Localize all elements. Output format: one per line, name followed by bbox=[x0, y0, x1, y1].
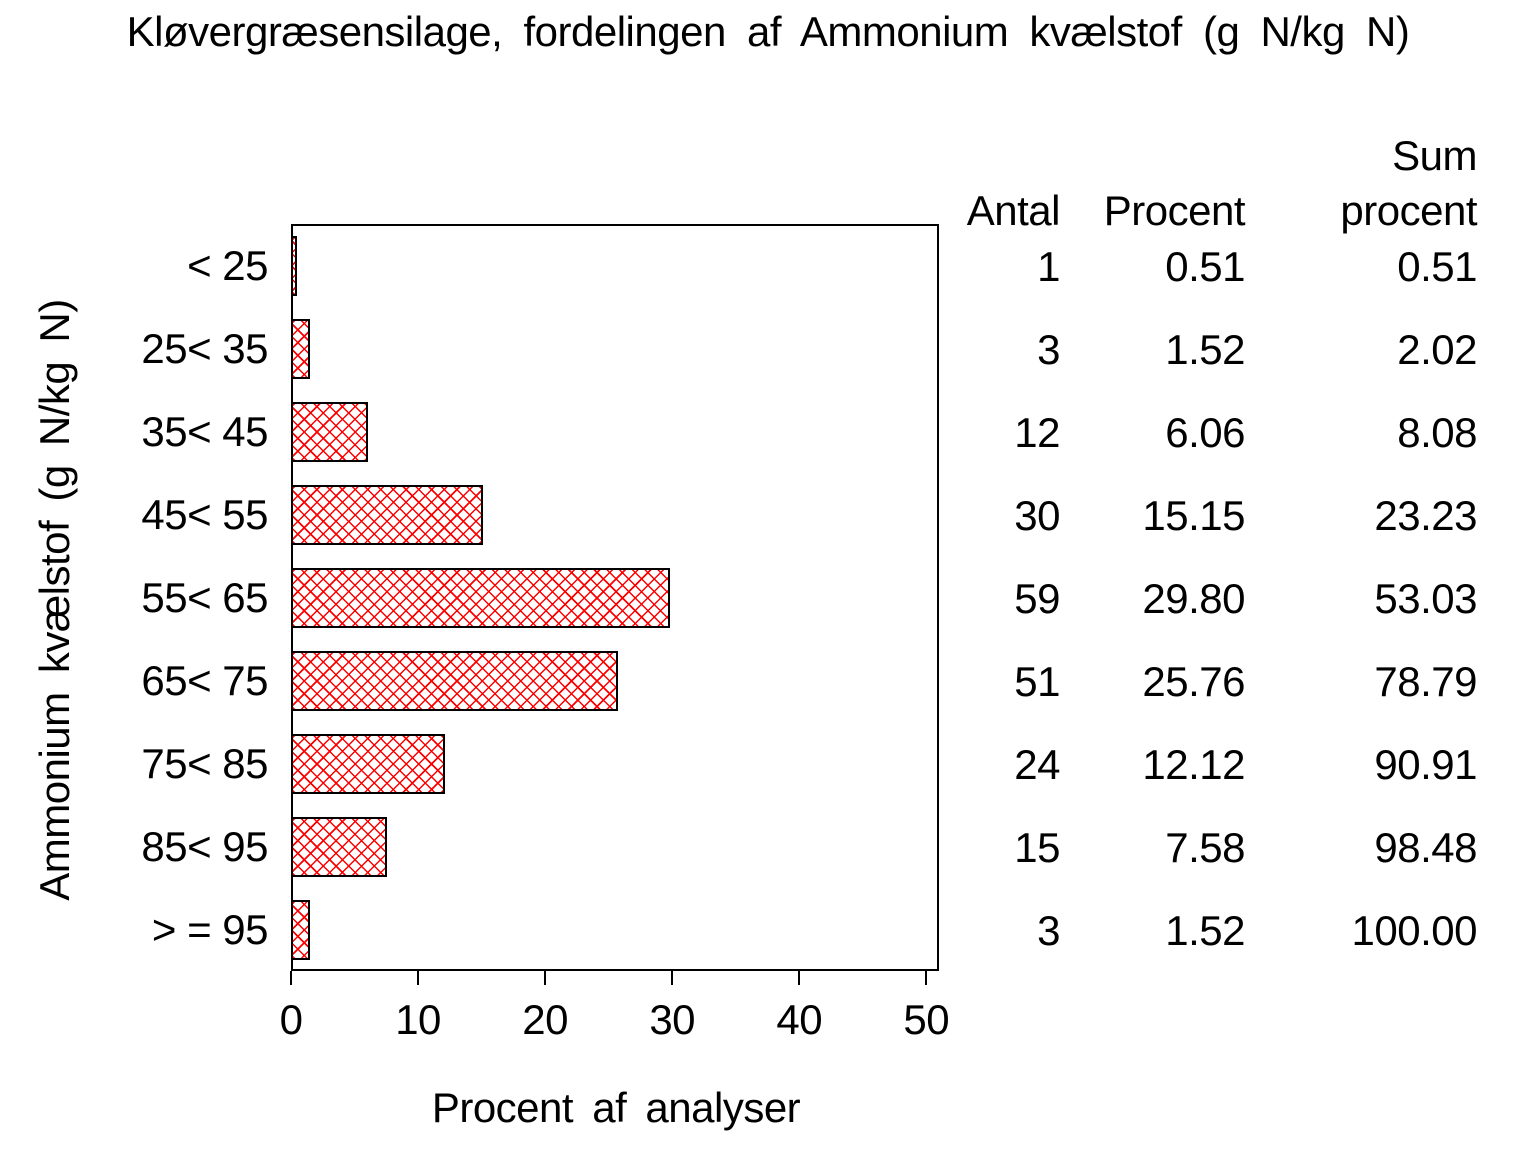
y-axis-label: 65< 75 bbox=[141, 656, 268, 704]
x-tick-label: 0 bbox=[279, 996, 303, 1043]
x-tick-mark bbox=[925, 971, 928, 985]
x-tick-mark bbox=[417, 971, 420, 985]
cell-procent: 29.80 bbox=[1142, 575, 1245, 622]
cell-sum-procent: 0.51 bbox=[1397, 243, 1477, 290]
cell-antal: 59 bbox=[1014, 575, 1060, 622]
cell-sum-procent: 53.03 bbox=[1374, 575, 1477, 622]
x-tick-label: 10 bbox=[395, 996, 441, 1043]
x-tick-mark bbox=[798, 971, 801, 985]
cell-antal: 3 bbox=[1037, 326, 1060, 373]
cell-sum-procent: 8.08 bbox=[1397, 409, 1477, 456]
y-axis-label: 75< 85 bbox=[141, 739, 268, 787]
cell-procent: 0.51 bbox=[1165, 243, 1245, 290]
cell-antal: 15 bbox=[1014, 824, 1060, 871]
cell-sum-procent: 90.91 bbox=[1374, 741, 1477, 788]
cell-sum-procent: 78.79 bbox=[1374, 658, 1477, 705]
x-tick-label: 40 bbox=[776, 996, 823, 1043]
bar-1 bbox=[291, 235, 298, 296]
cell-antal: 30 bbox=[1014, 492, 1060, 539]
bar-6 bbox=[291, 650, 619, 711]
cell-sum-procent: 98.48 bbox=[1374, 824, 1477, 871]
cell-antal: 51 bbox=[1014, 658, 1060, 705]
table-header-procent: Procent bbox=[1103, 187, 1246, 234]
cell-procent: 12.12 bbox=[1142, 741, 1245, 788]
bar-2 bbox=[291, 318, 311, 379]
y-axis-label: 45< 55 bbox=[141, 490, 268, 538]
chart-title: Kløvergræsensilage, fordelingen af Ammon… bbox=[126, 8, 1410, 55]
table-header-sum-line2: procent bbox=[1340, 187, 1477, 234]
cell-procent: 6.06 bbox=[1165, 409, 1245, 456]
bar-3 bbox=[291, 401, 368, 462]
cell-antal: 24 bbox=[1014, 741, 1060, 788]
y-axis-label: 55< 65 bbox=[141, 573, 268, 621]
cell-procent: 7.58 bbox=[1165, 824, 1245, 871]
bar-8 bbox=[291, 816, 388, 877]
y-axis-label: < 25 bbox=[187, 241, 268, 289]
table-header-antal: Antal bbox=[966, 187, 1061, 234]
cell-procent: 1.52 bbox=[1165, 326, 1245, 373]
bar-9 bbox=[291, 899, 311, 960]
y-axis-label: 85< 95 bbox=[141, 822, 268, 870]
x-tick-label: 50 bbox=[903, 996, 950, 1043]
y-axis-label: 25< 35 bbox=[141, 324, 268, 372]
x-axis-title: Procent af analyser bbox=[431, 1084, 801, 1131]
x-tick-mark bbox=[671, 971, 674, 985]
cell-sum-procent: 100.00 bbox=[1351, 907, 1478, 954]
cell-procent: 1.52 bbox=[1165, 907, 1245, 954]
table-header-sum-line1: Sum bbox=[1392, 132, 1477, 179]
x-tick-mark bbox=[290, 971, 292, 985]
cell-sum-procent: 23.23 bbox=[1374, 492, 1477, 539]
x-tick-label: 30 bbox=[649, 996, 696, 1043]
cell-sum-procent: 2.02 bbox=[1397, 326, 1477, 373]
cell-antal: 1 bbox=[1037, 243, 1060, 290]
cell-antal: 3 bbox=[1037, 907, 1060, 954]
cell-antal: 12 bbox=[1014, 409, 1060, 456]
bar-7 bbox=[291, 733, 445, 794]
cell-procent: 15.15 bbox=[1142, 492, 1245, 539]
cell-procent: 25.76 bbox=[1142, 658, 1245, 705]
x-tick-mark bbox=[544, 971, 547, 985]
y-axis-label: > = 95 bbox=[151, 905, 269, 953]
bar-4 bbox=[291, 484, 484, 545]
x-tick-label: 20 bbox=[522, 996, 568, 1043]
y-axis-label: 35< 45 bbox=[141, 407, 268, 455]
bar-5 bbox=[291, 567, 670, 628]
